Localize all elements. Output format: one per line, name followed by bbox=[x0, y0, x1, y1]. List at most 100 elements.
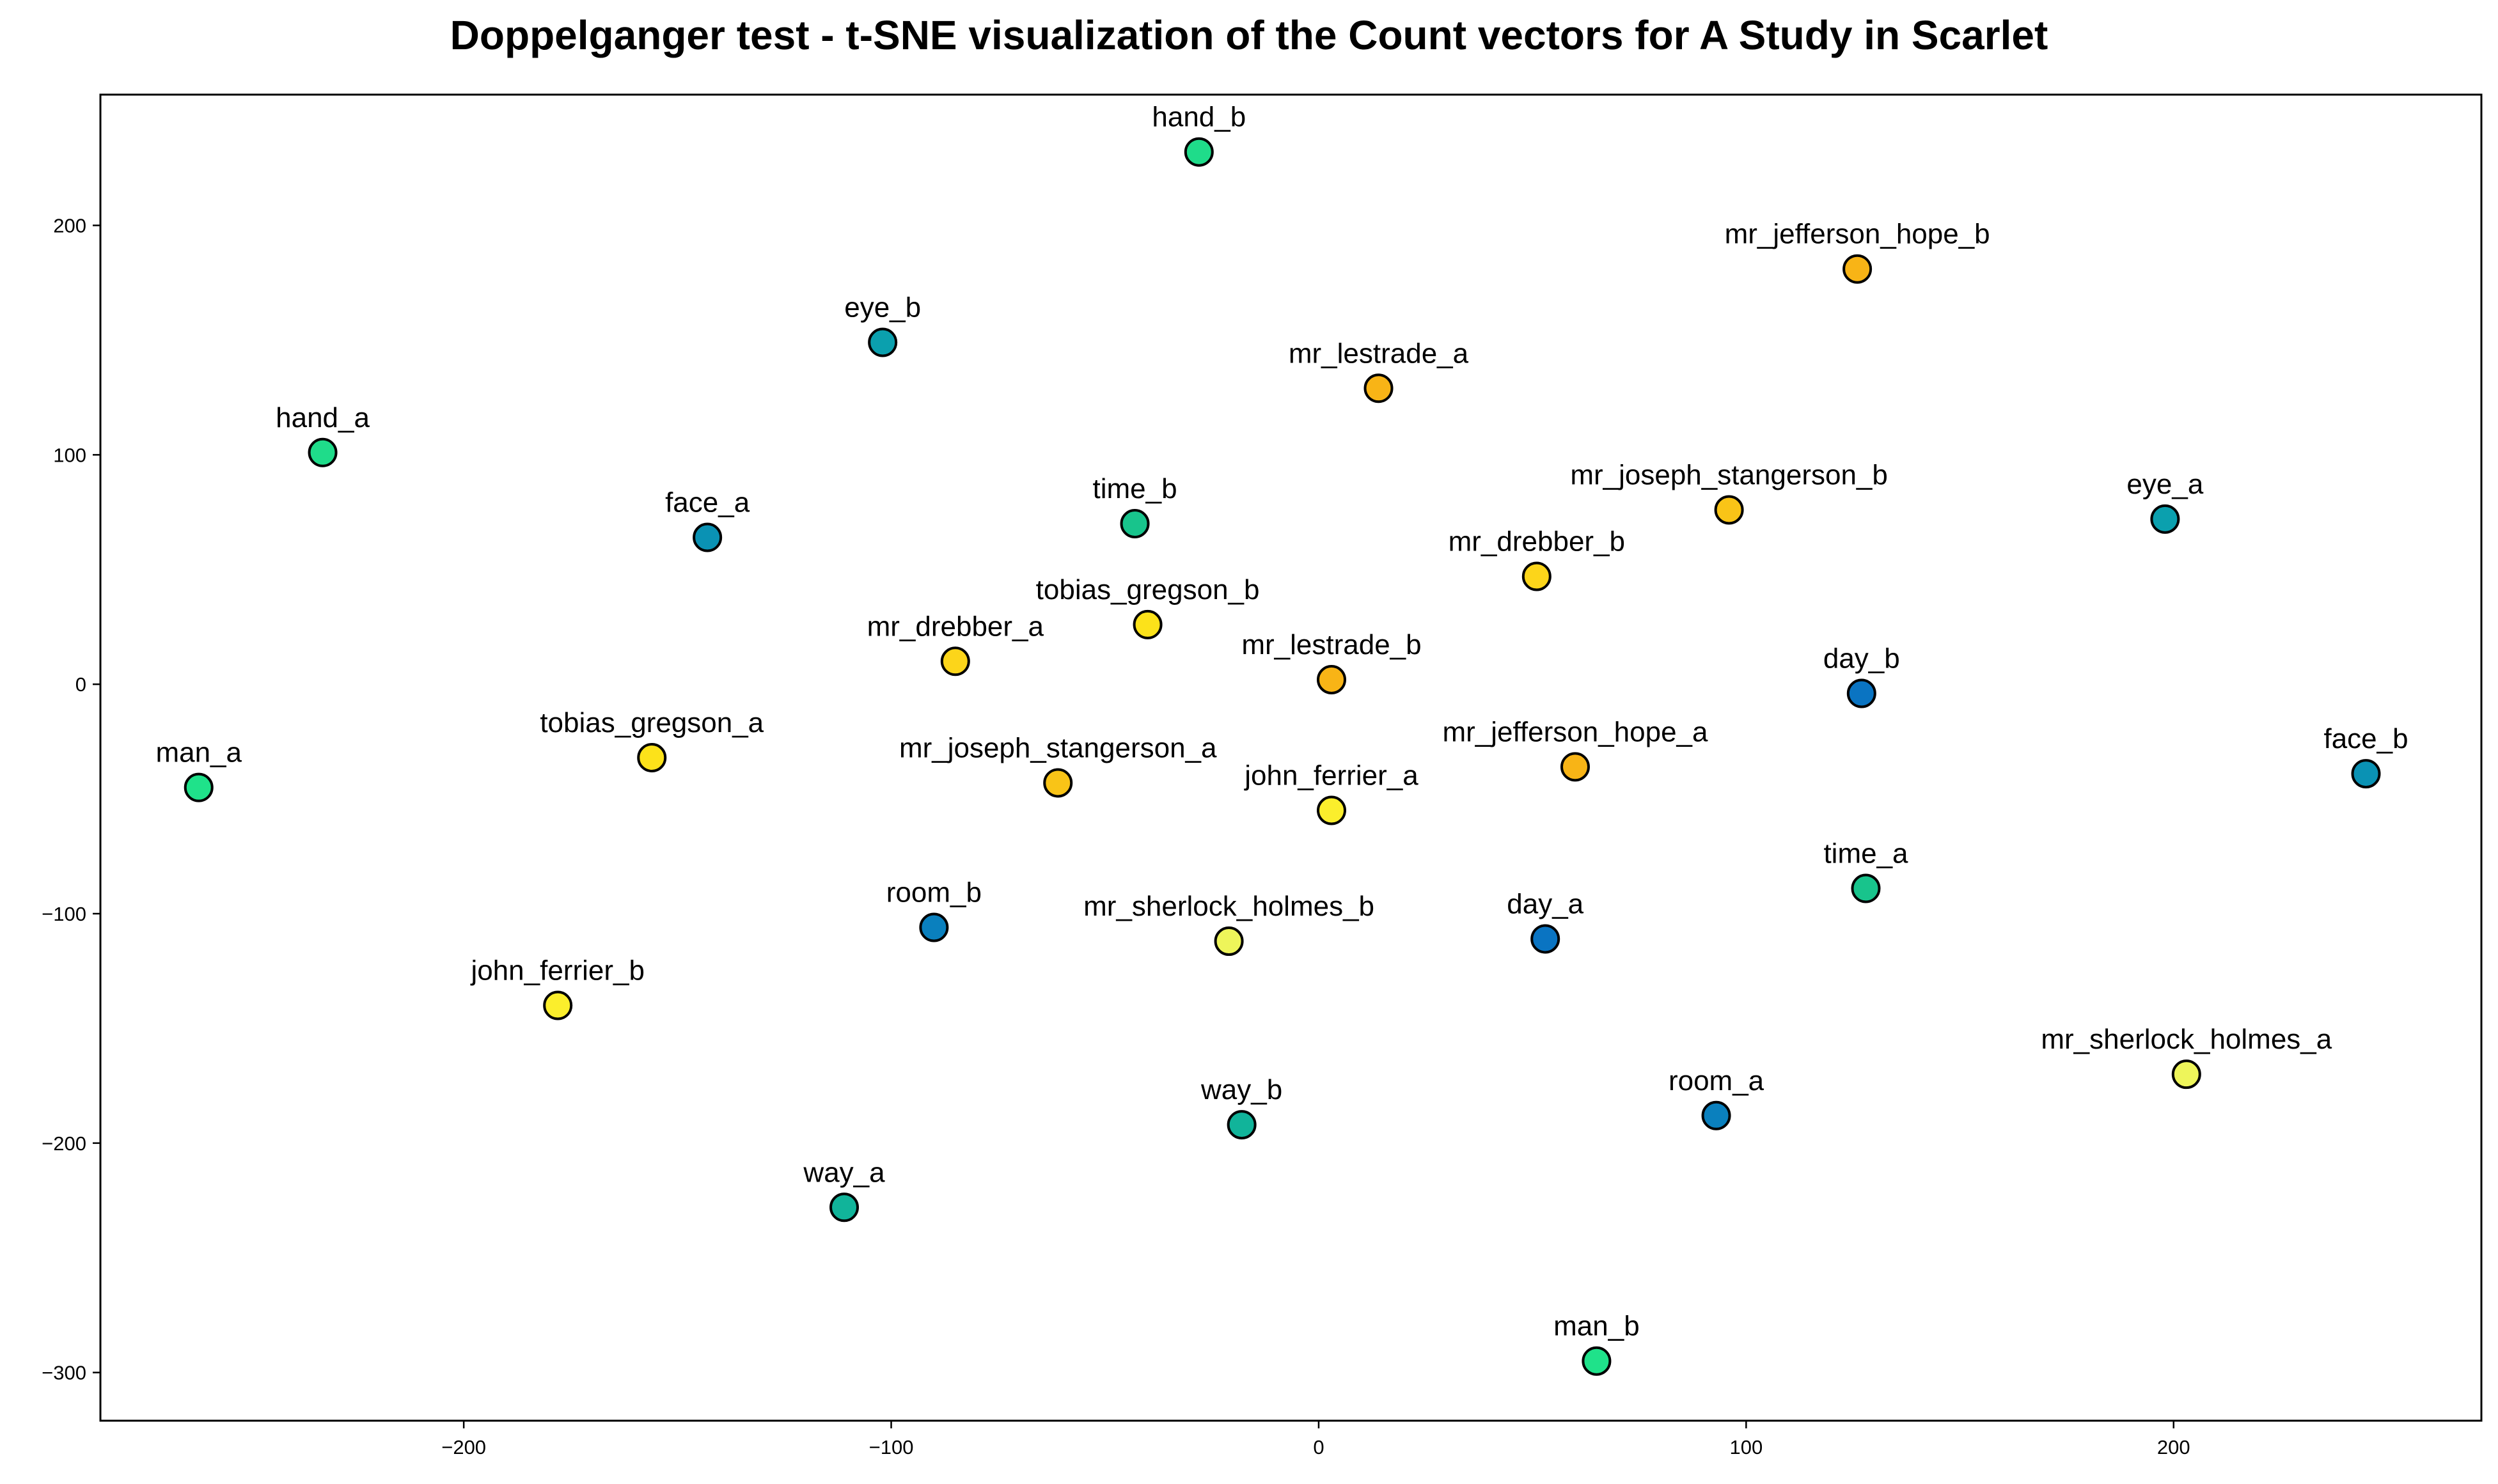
point-label: mr_lestrade_a bbox=[1289, 338, 1469, 369]
y-tick-label: −300 bbox=[42, 1362, 86, 1384]
point-marker[interactable] bbox=[1214, 926, 1244, 957]
point-marker[interactable] bbox=[693, 522, 723, 552]
data-point[interactable]: john_ferrier_b bbox=[469, 955, 645, 1020]
point-marker[interactable] bbox=[1851, 873, 1881, 903]
point-label: day_b bbox=[1823, 643, 1900, 675]
data-point[interactable]: day_b bbox=[1823, 643, 1900, 708]
data-point[interactable]: mr_jefferson_hope_a bbox=[1442, 716, 1708, 782]
point-label: mr_drebber_b bbox=[1449, 526, 1625, 558]
point-label: face_b bbox=[2323, 723, 2408, 754]
data-point[interactable]: hand_a bbox=[276, 402, 370, 467]
point-label: way_b bbox=[1200, 1074, 1282, 1105]
point-marker[interactable] bbox=[637, 743, 667, 772]
point-marker[interactable] bbox=[1043, 768, 1073, 798]
point-marker[interactable] bbox=[1316, 795, 1346, 825]
data-point[interactable]: mr_joseph_stangerson_a bbox=[899, 732, 1217, 798]
point-marker[interactable] bbox=[1227, 1110, 1257, 1140]
point-marker[interactable] bbox=[1363, 373, 1394, 403]
point-marker[interactable] bbox=[829, 1192, 860, 1222]
data-point[interactable]: john_ferrier_a bbox=[1243, 760, 1418, 825]
point-marker[interactable] bbox=[1714, 495, 1744, 525]
plot-frame bbox=[99, 93, 2483, 1422]
point-label: mr_joseph_stangerson_a bbox=[899, 732, 1217, 763]
point-marker[interactable] bbox=[1701, 1100, 1731, 1130]
point-marker[interactable] bbox=[1316, 665, 1346, 694]
data-point[interactable]: mr_jefferson_hope_b bbox=[1725, 219, 1990, 284]
point-marker[interactable] bbox=[1133, 609, 1163, 639]
point-marker[interactable] bbox=[2171, 1059, 2201, 1090]
data-point[interactable]: mr_joseph_stangerson_b bbox=[1570, 459, 1888, 525]
point-marker[interactable] bbox=[940, 646, 970, 676]
data-point[interactable]: face_b bbox=[2323, 723, 2408, 789]
point-marker[interactable] bbox=[184, 772, 214, 802]
point-marker[interactable] bbox=[1842, 254, 1873, 284]
data-point[interactable]: tobias_gregson_b bbox=[1036, 574, 1260, 639]
point-label: mr_sherlock_holmes_b bbox=[1083, 891, 1374, 922]
x-tick-label: 200 bbox=[2157, 1436, 2190, 1458]
point-marker[interactable] bbox=[543, 990, 573, 1020]
point-marker[interactable] bbox=[2150, 504, 2180, 534]
y-tick-label: 100 bbox=[53, 444, 86, 466]
data-point[interactable]: mr_drebber_b bbox=[1449, 526, 1625, 591]
point-marker[interactable] bbox=[1560, 752, 1590, 782]
point-marker[interactable] bbox=[1120, 509, 1150, 538]
point-label: hand_a bbox=[276, 402, 370, 433]
point-label: man_b bbox=[1553, 1311, 1640, 1342]
point-label: john_ferrier_a bbox=[1243, 760, 1418, 792]
data-point[interactable]: room_b bbox=[886, 877, 982, 942]
data-point[interactable]: time_b bbox=[1092, 473, 1177, 538]
point-label: eye_b bbox=[844, 292, 921, 324]
y-axis: −300 −200 −100 0 100 200 bbox=[42, 215, 100, 1384]
point-marker[interactable] bbox=[1846, 678, 1876, 708]
data-point[interactable]: tobias_gregson_a bbox=[540, 707, 764, 772]
point-marker[interactable] bbox=[308, 437, 338, 467]
point-label: time_a bbox=[1823, 838, 1908, 870]
point-label: way_a bbox=[803, 1157, 885, 1188]
data-point[interactable]: eye_a bbox=[2126, 469, 2204, 534]
point-label: tobias_gregson_b bbox=[1036, 574, 1260, 605]
y-tick-label: 200 bbox=[53, 215, 86, 237]
point-label: mr_jefferson_hope_b bbox=[1725, 219, 1990, 250]
data-point[interactable]: way_b bbox=[1200, 1074, 1282, 1140]
point-label: time_b bbox=[1092, 473, 1177, 504]
point-label: man_a bbox=[155, 737, 242, 769]
point-label: room_b bbox=[886, 877, 982, 909]
data-point[interactable]: way_a bbox=[803, 1157, 885, 1222]
data-point[interactable]: man_b bbox=[1553, 1311, 1640, 1376]
point-marker[interactable] bbox=[2351, 759, 2381, 789]
y-tick-label: −100 bbox=[42, 903, 86, 925]
data-point[interactable]: day_a bbox=[1507, 888, 1584, 954]
data-point[interactable]: mr_lestrade_a bbox=[1289, 338, 1469, 403]
point-marker[interactable] bbox=[868, 327, 898, 357]
point-label: mr_sherlock_holmes_a bbox=[2041, 1024, 2332, 1055]
data-point[interactable]: eye_b bbox=[844, 292, 921, 357]
point-marker[interactable] bbox=[1530, 924, 1560, 954]
point-marker[interactable] bbox=[1582, 1346, 1612, 1376]
point-label: hand_b bbox=[1152, 102, 1246, 133]
data-point[interactable]: time_a bbox=[1823, 838, 1908, 903]
x-tick-label: −200 bbox=[441, 1436, 486, 1458]
data-point[interactable]: face_a bbox=[665, 487, 750, 552]
y-tick-label: −200 bbox=[42, 1132, 86, 1155]
point-label: face_a bbox=[665, 487, 750, 519]
point-label: day_a bbox=[1507, 888, 1583, 919]
data-point[interactable]: mr_sherlock_holmes_b bbox=[1083, 891, 1374, 957]
point-marker[interactable] bbox=[1184, 137, 1214, 167]
point-label: tobias_gregson_a bbox=[540, 707, 764, 738]
data-point[interactable]: mr_sherlock_holmes_a bbox=[2041, 1024, 2332, 1090]
data-point[interactable]: mr_drebber_a bbox=[867, 611, 1044, 676]
point-label: john_ferrier_b bbox=[469, 955, 645, 987]
x-tick-label: 0 bbox=[1313, 1436, 1324, 1458]
x-tick-label: 100 bbox=[1729, 1436, 1763, 1458]
x-tick-label: −100 bbox=[869, 1436, 914, 1458]
data-point[interactable]: man_a bbox=[155, 737, 242, 802]
data-points: hand_b mr_jefferson_hope_b eye_b mr_lestrad… bbox=[155, 102, 2408, 1376]
point-label: eye_a bbox=[2126, 469, 2203, 500]
data-point[interactable]: room_a bbox=[1669, 1065, 1764, 1130]
data-point[interactable]: hand_b bbox=[1152, 102, 1246, 167]
data-point[interactable]: mr_lestrade_b bbox=[1241, 629, 1422, 694]
point-marker[interactable] bbox=[919, 912, 949, 942]
point-marker[interactable] bbox=[1521, 561, 1551, 591]
chart-title: Doppelganger test - t-SNE visualization … bbox=[450, 12, 2048, 58]
